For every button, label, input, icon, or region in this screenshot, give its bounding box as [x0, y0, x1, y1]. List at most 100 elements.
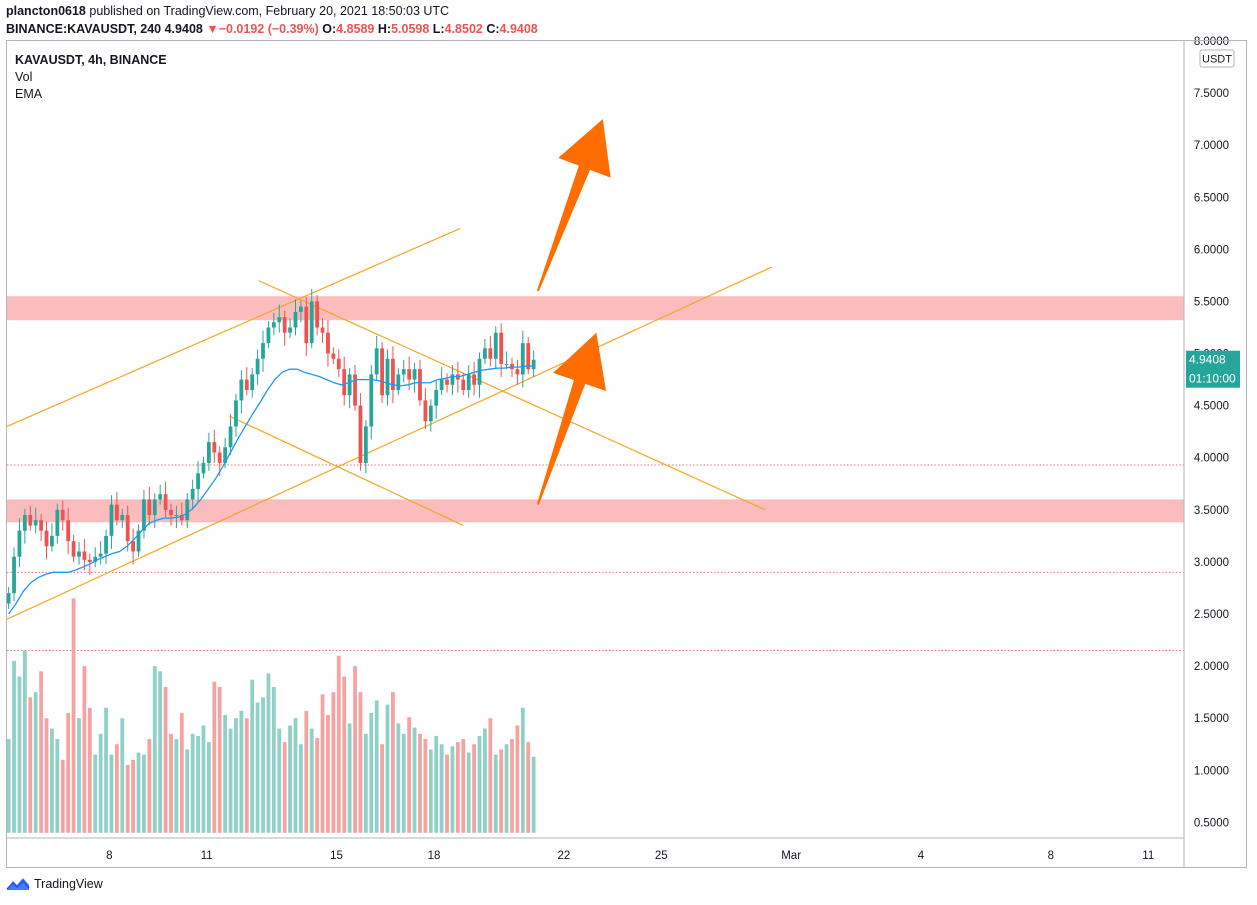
candle-body [288, 327, 292, 333]
candle-body [217, 452, 222, 463]
candle-body [212, 442, 217, 453]
volume-bar [44, 718, 49, 833]
candle-body [336, 358, 341, 370]
volume-bar [22, 650, 27, 833]
volume-bar [255, 702, 260, 833]
candle-body [380, 348, 384, 396]
time-axis[interactable]: 8 11 15 18 22 25 Mar 4 8 11 [7, 837, 1184, 862]
price-tick-label: 7.0000 [1194, 140, 1229, 152]
volume-bar [234, 718, 238, 833]
candle-body [158, 494, 163, 500]
legend-volume[interactable]: Vol [15, 70, 33, 84]
price-tick-label: 3.5000 [1194, 505, 1229, 517]
candle-body [363, 426, 368, 463]
candle-body [428, 405, 433, 422]
candle-body [55, 509, 60, 536]
volume-bar [120, 718, 125, 833]
volume-bar [109, 754, 114, 833]
volume-bar [131, 759, 136, 833]
volume-bar [369, 712, 374, 833]
price-tick-label: 6.5000 [1194, 192, 1229, 204]
candle-body [152, 499, 157, 516]
volume-bar [250, 679, 255, 833]
volume-bar [196, 735, 200, 833]
candle-body [179, 515, 184, 521]
candlesticks [6, 288, 536, 609]
time-tick-label: 11 [1142, 850, 1154, 862]
legend-title[interactable]: KAVAUSDT, 4h, BINANCE [15, 53, 167, 67]
volume-bar [136, 752, 141, 833]
candle-body [147, 499, 152, 516]
candle-body [391, 358, 395, 391]
candle-body [22, 515, 27, 531]
price-axis[interactable]: 8.00007.50007.00006.50006.00005.50005.00… [1183, 36, 1240, 867]
volume-bar [466, 752, 471, 833]
candle-body [412, 369, 417, 380]
price-tick-label: 0.5000 [1194, 817, 1229, 829]
price-change: −0.0192 (−0.39%) [218, 22, 319, 36]
candle-body [87, 559, 92, 562]
projection-arrows[interactable] [536, 119, 611, 505]
legend-ema[interactable]: EMA [15, 87, 43, 101]
volume-bar [412, 727, 417, 833]
candle-body [401, 369, 406, 375]
candle-body [98, 553, 103, 557]
candle-body [309, 301, 314, 344]
author-name[interactable]: plancton0618 [6, 4, 86, 18]
volume-bar [483, 728, 487, 833]
candle-body [33, 520, 38, 526]
candle-body [104, 535, 108, 554]
volume-bar [55, 739, 60, 833]
volume-bar [347, 723, 352, 833]
candle-body [185, 499, 190, 521]
volume-bar [439, 744, 444, 833]
candle-body [531, 359, 536, 370]
trendlines[interactable] [6, 227, 772, 620]
volume-bar [206, 742, 211, 833]
projection-arrow [536, 119, 611, 292]
footer-brand[interactable]: TradingView [34, 877, 103, 891]
volume-bar [380, 744, 384, 833]
candle-body [353, 374, 357, 406]
volume-bar [277, 728, 282, 833]
candle-body [472, 374, 476, 385]
price-tick-label: 7.5000 [1194, 88, 1229, 100]
time-tick-label: 11 [201, 850, 213, 862]
volume-bar [455, 742, 460, 833]
volume-bar [520, 707, 525, 833]
volume-bar [71, 598, 76, 833]
volume-bar [104, 707, 108, 833]
volume-bar [87, 707, 92, 833]
candle-body [315, 301, 320, 328]
volume-bar [271, 686, 276, 833]
last-price-badge [1186, 350, 1240, 388]
volume-bar [217, 686, 222, 833]
low-value: 4.8502 [444, 22, 483, 36]
candle-body [407, 369, 412, 380]
candle-body [477, 358, 482, 385]
volume-bar [445, 754, 449, 833]
candle-body [28, 515, 33, 526]
candle-body [120, 515, 125, 521]
candle-body [369, 374, 374, 427]
volume-bar [163, 686, 168, 833]
candle-body [266, 327, 271, 344]
ema-line-path [8, 365, 534, 615]
volume-bar [147, 739, 152, 833]
candle-body [483, 348, 487, 359]
price-tick-label: 8.0000 [1194, 36, 1229, 48]
volume-bar [363, 733, 368, 833]
currency-label: USDT [1202, 54, 1232, 66]
volume-bar [179, 712, 184, 833]
trendline [229, 415, 464, 526]
price-tick-label: 5.5000 [1194, 296, 1229, 308]
volume-bar [304, 710, 309, 833]
trendline [6, 227, 461, 428]
trendline [6, 266, 772, 620]
volume-bar [396, 723, 401, 833]
volume-bar [477, 735, 482, 833]
candle-body [423, 400, 428, 422]
candle-body [304, 306, 309, 344]
high-label: H: [377, 22, 392, 36]
